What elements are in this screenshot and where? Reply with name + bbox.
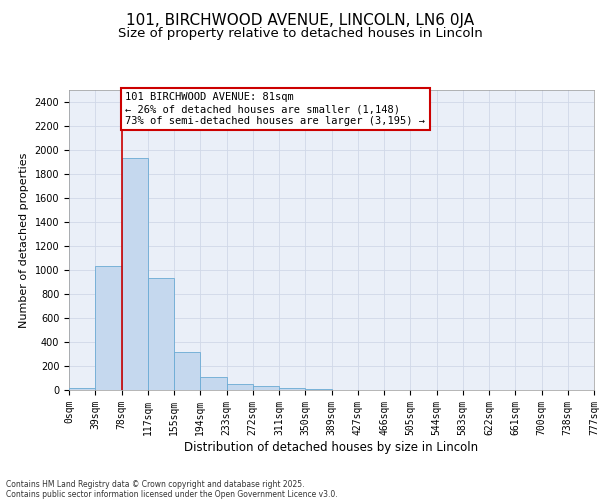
Bar	[148, 278, 174, 390]
Bar	[69, 388, 95, 390]
Bar	[200, 378, 227, 390]
Y-axis label: Number of detached properties: Number of detached properties	[19, 152, 29, 328]
Bar	[227, 384, 253, 390]
Bar	[95, 266, 121, 390]
Bar	[279, 388, 305, 390]
Text: 101, BIRCHWOOD AVENUE, LINCOLN, LN6 0JA: 101, BIRCHWOOD AVENUE, LINCOLN, LN6 0JA	[126, 12, 474, 28]
Text: Size of property relative to detached houses in Lincoln: Size of property relative to detached ho…	[118, 28, 482, 40]
Bar	[174, 352, 200, 390]
Bar	[253, 386, 279, 390]
Bar	[305, 389, 331, 390]
Text: 101 BIRCHWOOD AVENUE: 81sqm
← 26% of detached houses are smaller (1,148)
73% of : 101 BIRCHWOOD AVENUE: 81sqm ← 26% of det…	[125, 92, 425, 126]
X-axis label: Distribution of detached houses by size in Lincoln: Distribution of detached houses by size …	[184, 440, 479, 454]
Text: Contains HM Land Registry data © Crown copyright and database right 2025.
Contai: Contains HM Land Registry data © Crown c…	[6, 480, 338, 499]
Bar	[121, 158, 148, 390]
